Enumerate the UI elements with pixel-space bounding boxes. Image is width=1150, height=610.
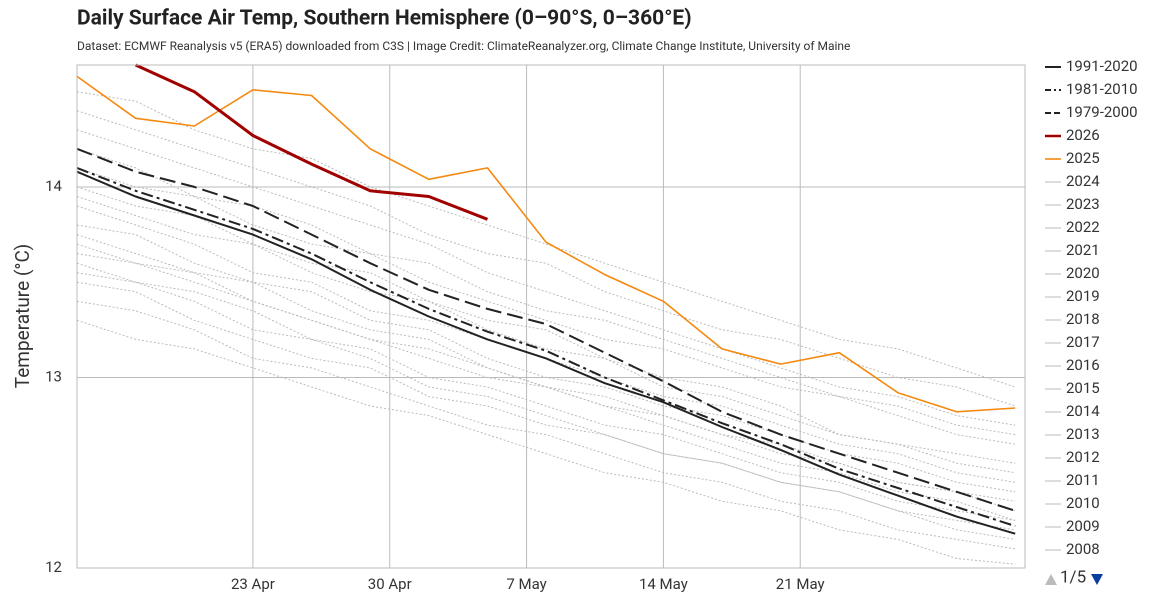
legend-label: 1981-2010 <box>1066 80 1138 98</box>
legend-label: 1991-2020 <box>1066 57 1138 75</box>
legend-label: 2017 <box>1066 333 1100 351</box>
legend-label: 2020 <box>1066 264 1100 282</box>
y-tick-label: 14 <box>45 177 62 195</box>
series-line <box>76 272 1016 540</box>
series-line <box>76 148 1016 436</box>
legend-label: 1979-2000 <box>1066 103 1138 121</box>
series-line <box>76 166 1016 528</box>
series-line <box>76 170 1016 535</box>
series-line <box>76 234 1016 512</box>
series-line <box>76 91 1016 388</box>
series-line <box>76 75 1016 413</box>
legend-label: 2012 <box>1066 448 1100 466</box>
x-tick-label: 21 May <box>776 575 825 593</box>
legend-label: 2016 <box>1066 356 1100 374</box>
series-line <box>76 196 1016 474</box>
series-line <box>76 129 1016 426</box>
chart-title: Daily Surface Air Temp, Southern Hemisph… <box>77 7 692 31</box>
legend-label: 2009 <box>1066 517 1100 535</box>
y-tick-label: 13 <box>45 367 62 385</box>
legend-label: 2021 <box>1066 241 1100 259</box>
series-line <box>76 300 1016 550</box>
legend-label: 2010 <box>1066 494 1100 512</box>
legend-label: 2024 <box>1066 172 1100 190</box>
legend-label: 2025 <box>1066 149 1100 167</box>
x-tick-label: 7 May <box>506 575 546 593</box>
series-line <box>76 243 1016 502</box>
series-line <box>76 224 1016 493</box>
chart-subtitle: Dataset: ECMWF Reanalysis v5 (ERA5) down… <box>77 39 850 53</box>
legend-next-page[interactable] <box>1091 574 1103 585</box>
legend-label: 2014 <box>1066 402 1100 420</box>
legend-label: 2022 <box>1066 218 1100 236</box>
legend-label: 2008 <box>1066 540 1100 558</box>
legend-prev-page[interactable] <box>1045 574 1057 585</box>
legend-label: 2026 <box>1066 126 1100 144</box>
series-line <box>134 63 489 221</box>
x-tick-label: 14 May <box>639 575 688 593</box>
series-line <box>76 186 1016 464</box>
series-line <box>76 147 1016 512</box>
x-tick-label: 23 Apr <box>231 575 275 593</box>
series-line <box>76 110 1016 407</box>
x-tick-label: 30 Apr <box>368 575 412 593</box>
y-tick-label: 12 <box>45 558 62 576</box>
series-line <box>76 167 1016 445</box>
legend-label: 2015 <box>1066 379 1100 397</box>
legend-label: 2019 <box>1066 287 1100 305</box>
plot-border <box>76 64 1026 569</box>
legend-label: 2023 <box>1066 195 1100 213</box>
series-line <box>76 319 1016 565</box>
series-line <box>76 205 1016 483</box>
legend-label: 2013 <box>1066 425 1100 443</box>
legend-label: 2011 <box>1066 471 1100 489</box>
legend-page: 1/5 <box>1060 567 1086 587</box>
series-line <box>76 281 1016 531</box>
series-line <box>76 262 1016 521</box>
legend-label: 2018 <box>1066 310 1100 328</box>
y-axis-label: Temperature (°C) <box>11 244 34 388</box>
